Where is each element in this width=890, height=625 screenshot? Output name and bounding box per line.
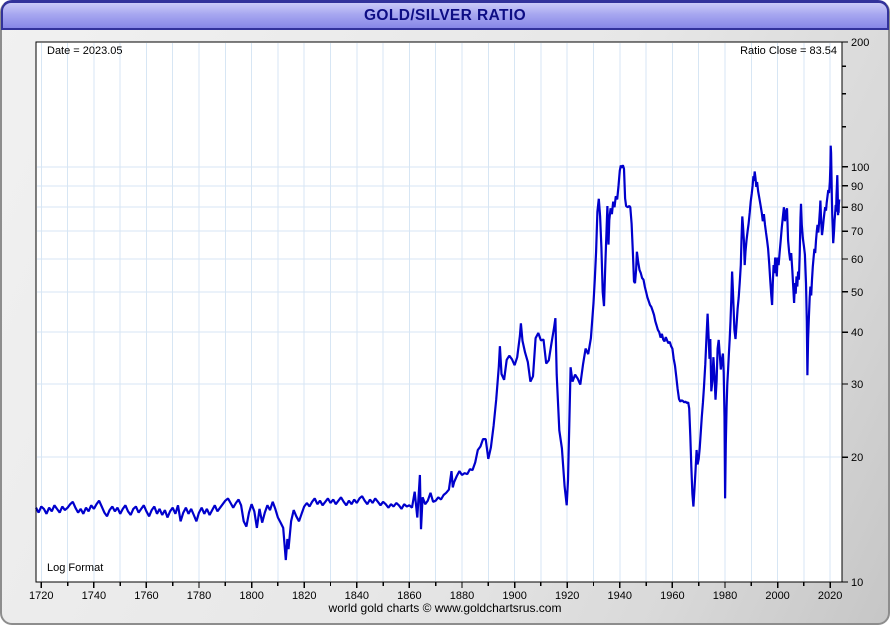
- x-tick-label: 1880: [450, 590, 474, 602]
- plot-border: [35, 41, 843, 583]
- x-tick-label: 1720: [29, 590, 53, 602]
- y-tick-label: 100: [851, 162, 869, 174]
- log-format-label: Log Format: [47, 562, 104, 574]
- axis-labels: 200 100 90 80 70 60 50 40 30 20 10 1720 1740 1760 1780…: [29, 37, 869, 602]
- y-tick-label: 50: [851, 287, 863, 299]
- axis-ticks: [40, 41, 848, 588]
- x-tick-label: 2020: [818, 590, 842, 602]
- x-tick-label: 1780: [187, 590, 211, 602]
- ratio-series-line: [35, 145, 841, 561]
- y-tick-label: 40: [851, 327, 863, 339]
- date-label: Date = 2023.05: [47, 45, 123, 57]
- y-tick-label: 90: [851, 181, 863, 193]
- footer-caption: world gold charts © www.goldchartsrus.co…: [328, 601, 562, 615]
- ratio-close-label: Ratio Close = 83.54: [740, 45, 837, 57]
- x-tick-label: 1740: [82, 590, 106, 602]
- page-title: GOLD/SILVER RATIO: [363, 6, 527, 24]
- x-tick-label: 1800: [239, 590, 263, 602]
- x-tick-label: 1760: [134, 590, 158, 602]
- plot-area: [36, 42, 842, 582]
- x-tick-label: 1960: [660, 590, 684, 602]
- x-tick-label: 2000: [765, 590, 789, 602]
- x-tick-label: 1860: [397, 590, 421, 602]
- y-tick-label: 30: [851, 379, 863, 391]
- y-tick-label: 80: [851, 202, 863, 214]
- x-tick-label: 1940: [608, 590, 632, 602]
- y-tick-label: 20: [851, 452, 863, 464]
- y-tick-label: 200: [851, 37, 869, 49]
- y-tick-label: 10: [851, 577, 863, 589]
- x-tick-label: 1920: [555, 590, 579, 602]
- y-tick-label: 70: [851, 226, 863, 238]
- x-tick-label: 1900: [502, 590, 526, 602]
- x-tick-label: 1820: [292, 590, 316, 602]
- title-bar: GOLD/SILVER RATIO: [1, 1, 889, 30]
- x-tick-label: 1840: [345, 590, 369, 602]
- x-tick-label: 1980: [713, 590, 737, 602]
- y-tick-label: 60: [851, 254, 863, 266]
- grid-layer: [37, 43, 841, 581]
